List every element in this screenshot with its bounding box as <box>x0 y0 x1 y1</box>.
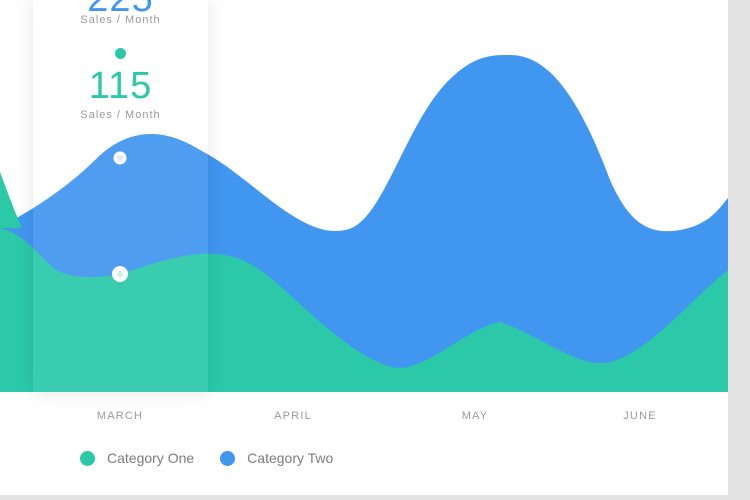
area-chart <box>0 55 728 392</box>
legend-label-category-one: Category One <box>107 450 195 466</box>
legend-item-category-one[interactable]: Category One <box>80 450 194 466</box>
legend-swatch-category-one <box>80 450 95 466</box>
series-area-category-one <box>0 228 728 392</box>
legend-label-category-two: Category Two <box>247 450 334 466</box>
legend-swatch-category-two <box>220 450 236 466</box>
x-tick-label: APRIL <box>274 410 312 422</box>
chart-legend: Category One Category Two <box>80 450 333 466</box>
chart-card: 225 Sales / Month 115 Sales / Month MARC… <box>0 0 728 495</box>
legend-item-category-two[interactable]: Category Two <box>220 450 333 466</box>
x-tick-label: JUNE <box>623 410 657 422</box>
x-tick-label: MARCH <box>96 410 144 422</box>
x-tick-label: MAY <box>461 410 489 422</box>
series-area-category-one-left-edge <box>0 172 22 228</box>
